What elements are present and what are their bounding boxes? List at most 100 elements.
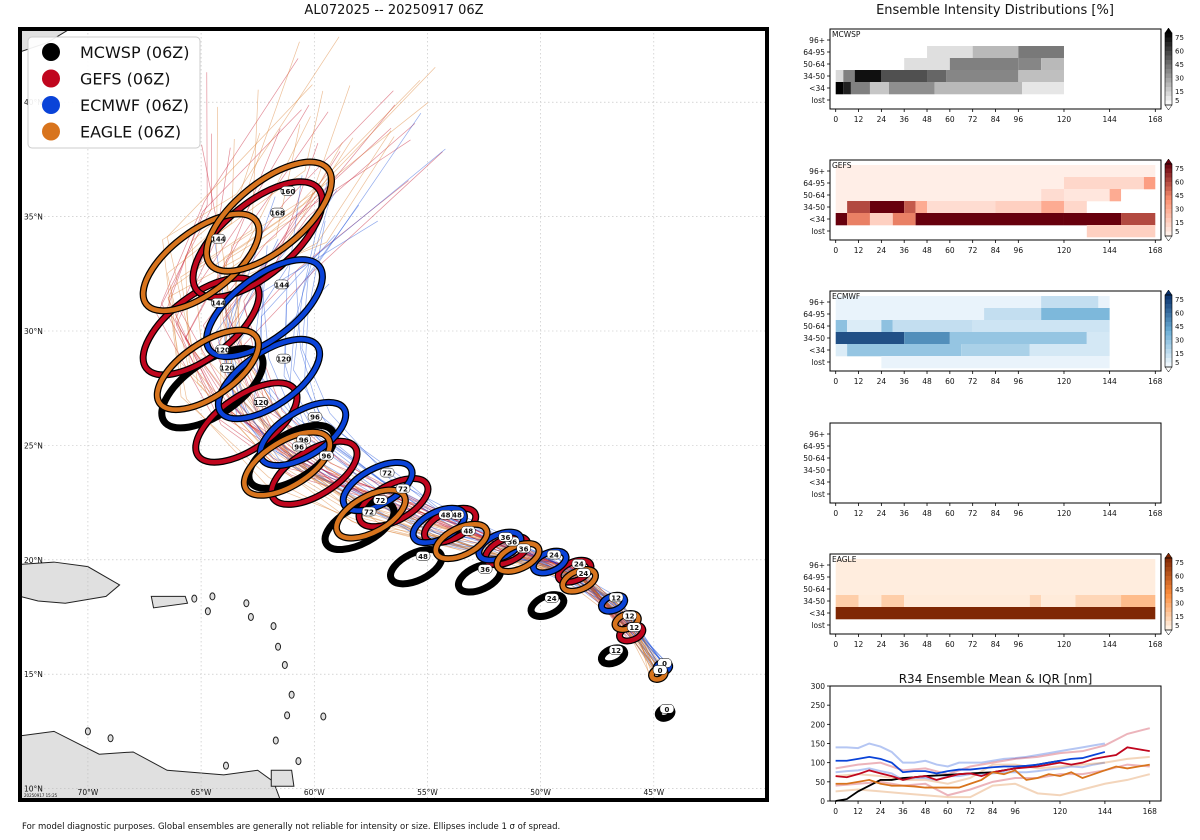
heat-cell-2-14	[835, 344, 848, 357]
hour-label-box-1-96	[319, 450, 334, 461]
heat-cell-1-2	[1063, 177, 1144, 190]
xtick-label-2-2: 24	[877, 377, 887, 386]
colorbar-max-4	[1164, 552, 1173, 559]
hour-label-box-2-96	[307, 411, 323, 422]
lon-tick-label-2: 60°W	[304, 788, 325, 797]
legend-marker-0	[42, 43, 60, 61]
xtick-label-4-9: 120	[1057, 640, 1072, 649]
hour-label-0-36: 36	[480, 566, 490, 574]
colorbar-max-0	[1164, 27, 1173, 34]
uncertainty-ellipses	[139, 158, 676, 722]
r34-series-9	[835, 773, 1151, 799]
ellipse-0-24	[528, 592, 567, 619]
colorbar-step-0-14	[1165, 96, 1172, 101]
xtick-label-3-1: 12	[854, 509, 864, 518]
xtick-label-4-6: 72	[968, 640, 978, 649]
heat-cell-4-7	[1029, 595, 1042, 608]
r34-series-8	[835, 755, 1150, 785]
ellipse-hour-labels: 0122436487296120122436487296120144168012…	[211, 186, 675, 714]
xtick-label-2-0: 0	[833, 377, 838, 386]
heat-cell-2-4	[1041, 308, 1110, 321]
heat-cell-1-6	[1063, 189, 1110, 202]
hour-label-2-0: 0	[662, 660, 667, 668]
xtick-label-2-5: 60	[945, 377, 955, 386]
heat-cell-2-6	[847, 320, 882, 333]
colorbar-tick-4-5: 75	[1175, 559, 1184, 567]
hour-label-box-0-48	[415, 551, 431, 561]
island-5	[284, 711, 291, 720]
colorbar-step-2-7	[1165, 326, 1172, 332]
hour-label-box-3-48	[461, 525, 476, 536]
hour-label-box-1-168	[270, 207, 285, 218]
r34-panel: R34 Ensemble Mean & IQR [nm] 0 50 100 150 200…	[811, 672, 1162, 816]
hour-label-box-1-12	[626, 622, 642, 632]
xtick-label-1-0: 0	[833, 246, 838, 255]
xtick-label-4-0: 0	[833, 640, 838, 649]
hour-label-1-48: 48	[452, 512, 462, 520]
colorbar-step-4-15	[1165, 625, 1172, 631]
legend-label-2: ECMWF (06Z)	[80, 96, 189, 115]
hour-label-box-3-144	[211, 233, 226, 244]
island-1	[270, 622, 277, 631]
intensity-panel-3: 96+ 64-95 50-64 34-50 <34 lost 0 12 24 36 48 60 72 84…	[803, 422, 1163, 518]
row-label-3-5: lost	[811, 490, 825, 499]
island-8	[243, 599, 250, 608]
colorbar-step-2-12	[1165, 349, 1172, 354]
heat-cell-1-7	[1109, 189, 1122, 202]
heat-cell-0-3	[1018, 46, 1064, 59]
row-label-0-1: 64-95	[803, 48, 825, 57]
hour-label-box-2-36	[498, 532, 513, 542]
heat-cell-1-23	[1121, 213, 1156, 226]
lon-tick-label-3: 55°W	[417, 788, 438, 797]
heat-cell-1-17	[835, 213, 848, 226]
r34-series-2	[835, 751, 1106, 775]
colorbar-frame-4	[1164, 557, 1173, 631]
row-label-0-0: 96+	[809, 36, 825, 45]
colorbar-step-4-6	[1165, 585, 1172, 590]
xtick-label-0-9: 120	[1057, 115, 1072, 124]
heat-cell-2-18	[881, 356, 1110, 369]
xtick-label-4-11: 168	[1148, 640, 1163, 649]
xtick-label-2-11: 168	[1148, 377, 1163, 386]
heat-cell-4-5	[881, 595, 905, 608]
colorbar-step-0-9	[1165, 73, 1172, 79]
colorbar-step-1-2	[1165, 173, 1172, 178]
ellipse-3-160	[204, 159, 334, 274]
lon-tick-label-1: 65°W	[191, 788, 212, 797]
heat-cell-4-6	[904, 595, 1030, 608]
hour-label-1-144: 144	[211, 300, 226, 308]
island-0	[204, 607, 211, 616]
xtick-label-2-10: 144	[1102, 377, 1117, 386]
map-plot-area: 0122436487296120122436487296120144168012…	[20, 29, 767, 800]
colorbar-step-1-4	[1165, 182, 1172, 187]
colorbar-frame-2	[1164, 294, 1173, 368]
xtick-label-0-1: 12	[854, 115, 864, 124]
heat-cell-0-16	[843, 82, 851, 95]
heat-cell-1-1	[835, 177, 1064, 190]
hour-label-box-3-72	[373, 495, 388, 505]
colorbar-tick-0-5: 75	[1175, 34, 1184, 42]
colorbar-max-1	[1164, 158, 1173, 165]
heat-cell-1-12	[915, 201, 928, 214]
colorbar-max-2	[1164, 289, 1173, 296]
heat-cell-0-1	[927, 46, 973, 59]
heat-cell-1-5	[1041, 189, 1064, 202]
colorbar-step-1-7	[1165, 195, 1172, 201]
r34-ytick-label-6: 300	[811, 682, 826, 691]
colorbar-step-4-0	[1165, 558, 1172, 563]
legend-label-3: EAGLE (06Z)	[80, 123, 181, 142]
hour-label-box-2-144	[274, 279, 289, 290]
colorbar-min-1	[1164, 235, 1173, 242]
heat-cell-0-9	[843, 70, 855, 83]
legend-label-0: MCWSP (06Z)	[80, 43, 190, 62]
hour-label-3-96: 96	[294, 443, 304, 451]
hour-label-box-3-24	[576, 568, 591, 578]
heat-cell-4-4	[858, 595, 882, 608]
colorbar-step-2-1	[1165, 299, 1172, 305]
colorbar-tick-4-2: 30	[1175, 600, 1184, 608]
r34-xtick-label-6: 72	[965, 807, 975, 816]
hour-label-2-72: 72	[382, 470, 392, 478]
lon-tick-label-4: 50°W	[530, 788, 551, 797]
colorbar-step-1-8	[1165, 200, 1172, 205]
panel-bg-3	[830, 423, 1161, 503]
